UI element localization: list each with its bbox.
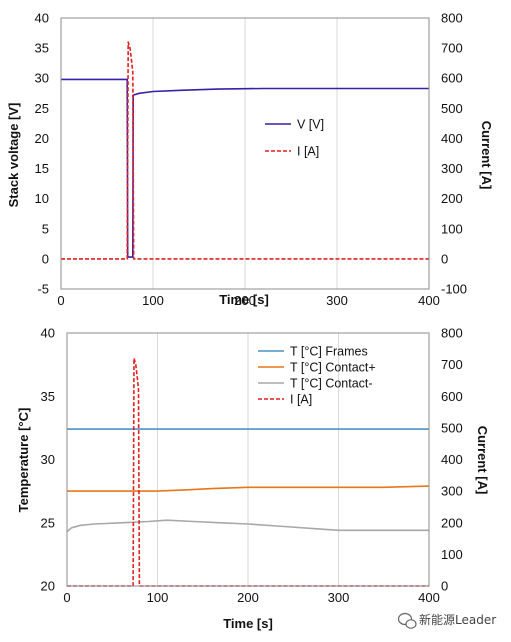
chart-1-legend-label: V [V] bbox=[297, 118, 324, 132]
chart-1-y2-tick-label: 300 bbox=[441, 161, 463, 176]
chart-2-series-line bbox=[67, 485, 430, 492]
chart-1-grid bbox=[60, 18, 430, 289]
chart-1-y-tick-label: 5 bbox=[42, 221, 49, 236]
chart-1-y2-tick-label: 800 bbox=[441, 11, 463, 26]
chart-1-x-tick-label: 200 bbox=[234, 293, 256, 308]
chart-2-y-tick-label: 35 bbox=[41, 389, 55, 404]
chart-1-y2-tick-label: 0 bbox=[441, 251, 448, 266]
chart-1-y-tick-label: 15 bbox=[35, 161, 49, 176]
chart-2-y2-tick-label: 800 bbox=[441, 326, 463, 341]
chart-2-x-tick-label: 300 bbox=[328, 590, 350, 605]
chart-1-y2-tick-label: 200 bbox=[441, 191, 463, 206]
chart-1-y-tick-label: 0 bbox=[42, 251, 49, 266]
chart-2-y2-axis-label: Current [A] bbox=[475, 426, 490, 495]
chart-2-legend-label: T [°C] Contact- bbox=[290, 377, 373, 391]
chart-2-y-tick-label: 30 bbox=[41, 452, 55, 467]
chart-1-y-tick-label: 40 bbox=[35, 11, 49, 26]
chart-1-x-axis-label: Time [s] bbox=[219, 292, 269, 307]
chart-2-y-axis-label: Temperature [°C] bbox=[16, 408, 31, 513]
chart-1-y2-tick-label: 600 bbox=[441, 71, 463, 86]
chart-2-x-tick-label: 0 bbox=[63, 590, 70, 605]
chart-2-y-tick-label: 20 bbox=[41, 579, 55, 594]
chart-1-x-tick-label: 0 bbox=[57, 293, 64, 308]
chart-2-x-tick-label: 400 bbox=[418, 590, 440, 605]
chart-2-y2-tick-label: 700 bbox=[441, 357, 463, 372]
chart-1-x-tick-label: 100 bbox=[142, 293, 164, 308]
chart-1-y-tick-label: 20 bbox=[35, 131, 49, 146]
chart-2-legend-label: T [°C] Contact+ bbox=[290, 361, 376, 375]
chart-2-y2-tick-label: 200 bbox=[441, 515, 463, 530]
chart-2-y-tick-label: 25 bbox=[41, 515, 55, 530]
chart-2-series-line bbox=[66, 519, 429, 533]
chart-1-x-tick-label: 300 bbox=[326, 293, 348, 308]
chart-2-legend: T [°C] Frames T [°C] Contact+ T [°C] Conta… bbox=[258, 345, 376, 407]
chart-2-legend-label: T [°C] Frames bbox=[290, 345, 368, 359]
chart-1-y2-tick-label: 100 bbox=[441, 221, 463, 236]
chart-1-y-tick-label: -5 bbox=[37, 282, 49, 297]
chart-2: 0 100 200 300 400202530354001002003004005006… bbox=[16, 326, 490, 632]
chart-2-legend-label: I [A] bbox=[290, 393, 312, 407]
chart-1-y2-tick-label: 500 bbox=[441, 101, 463, 116]
chart-1-y2-axis-label: Current [A] bbox=[479, 121, 494, 190]
chart-2-y2-tick-label: 100 bbox=[441, 547, 463, 562]
chart-2-y2-tick-label: 600 bbox=[441, 389, 463, 404]
chart-2-x-tick-label: 100 bbox=[147, 590, 169, 605]
chart-2-y2-tick-label: 0 bbox=[441, 579, 448, 594]
chart-1: 0 100 200 300 400 -5 0 5 10 15 20 25 30 35 40 -100 0 100 2… bbox=[6, 11, 494, 309]
chart-1-series bbox=[61, 41, 429, 260]
chart-1-y-axis-label: Stack voltage [V] bbox=[6, 103, 21, 208]
watermark: 新能源Leader bbox=[397, 612, 496, 629]
wechat-icon bbox=[397, 612, 417, 629]
chart-1-series-line bbox=[61, 41, 429, 260]
chart-1-y-tick-label: 30 bbox=[35, 71, 49, 86]
chart-1-y2-tick-label: 400 bbox=[441, 131, 463, 146]
chart-2-x-axis-label: Time [s] bbox=[223, 616, 273, 631]
chart-1-x-tick-label: 400 bbox=[418, 293, 440, 308]
chart-1-y-tick-label: 35 bbox=[35, 41, 49, 56]
chart-1-legend: V [V] I [A] bbox=[265, 118, 324, 159]
chart-1-ticks: 0 100 200 300 400 -5 0 5 10 15 20 25 30 35 40 -100 0 100 2… bbox=[35, 11, 468, 309]
chart-2-plot-frame bbox=[66, 332, 430, 587]
chart-1-y-tick-label: 25 bbox=[35, 101, 49, 116]
chart-2-y2-tick-label: 500 bbox=[441, 420, 463, 435]
chart-2-y-tick-label: 40 bbox=[41, 326, 55, 341]
chart-1-y2-tick-label: -100 bbox=[441, 282, 467, 297]
chart-1-y-tick-label: 10 bbox=[35, 191, 49, 206]
chart-2-y2-tick-label: 300 bbox=[441, 484, 463, 499]
watermark-text: 新能源Leader bbox=[419, 612, 496, 627]
chart-1-plot-frame bbox=[60, 17, 430, 290]
chart-2-y2-tick-label: 400 bbox=[441, 452, 463, 467]
chart-2-ticks: 0 100 200 300 400202530354001002003004005006… bbox=[41, 326, 463, 606]
chart-2-x-tick-label: 200 bbox=[237, 590, 259, 605]
chart-1-y2-tick-label: 700 bbox=[441, 41, 463, 56]
chart-1-legend-label: I [A] bbox=[297, 145, 319, 159]
